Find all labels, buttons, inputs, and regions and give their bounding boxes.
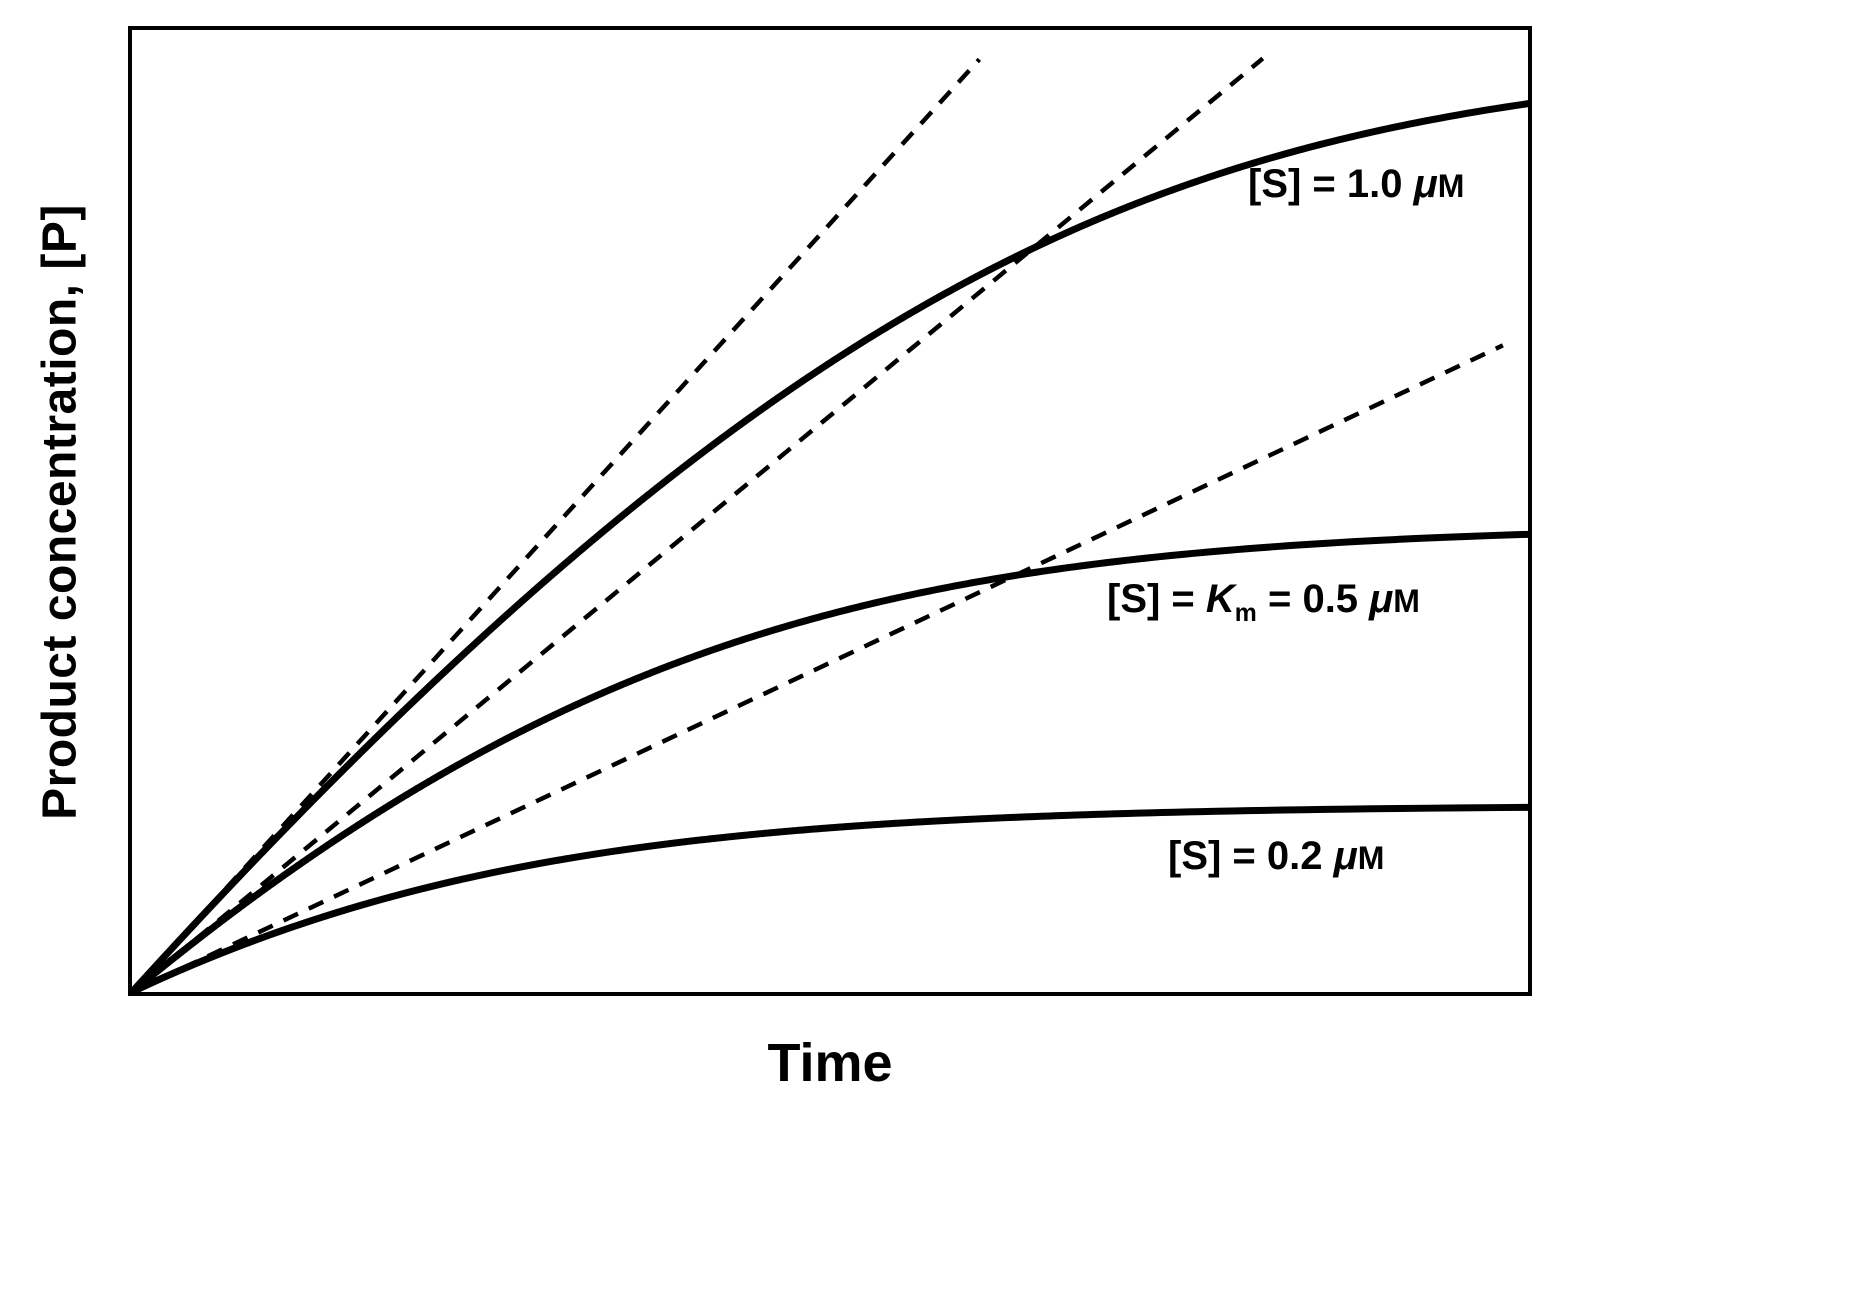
km-symbol: K bbox=[1205, 577, 1235, 621]
x-axis-label: Time bbox=[767, 1033, 893, 1093]
label-text: [S] = bbox=[1107, 577, 1206, 621]
mu-symbol: μ bbox=[1369, 577, 1394, 621]
initial-velocity-tangent bbox=[132, 56, 1265, 992]
unit-molar: M bbox=[1437, 168, 1465, 204]
label-text: = 0.5 bbox=[1256, 577, 1370, 621]
plot-svg bbox=[132, 56, 1528, 992]
mu-symbol: μ bbox=[1333, 834, 1358, 878]
progress-curve bbox=[132, 530, 1528, 992]
mu-symbol: μ bbox=[1413, 162, 1438, 206]
progress-curve bbox=[132, 100, 1528, 992]
curve-label-km-substrate: [S] = Km = 0.5 μM bbox=[1107, 577, 1420, 628]
unit-molar: M bbox=[1357, 840, 1385, 876]
plot-frame: [S] = 1.0 μM [S] = Km = 0.5 μM [S] = 0.2… bbox=[128, 26, 1532, 996]
progress-curve bbox=[132, 803, 1528, 992]
curve-label-high-substrate: [S] = 1.0 μM bbox=[1248, 162, 1464, 207]
label-text: [S] = 1.0 bbox=[1248, 162, 1414, 206]
initial-velocity-tangent bbox=[132, 343, 1504, 992]
curve-label-low-substrate: [S] = 0.2 μM bbox=[1168, 834, 1384, 879]
km-subscript: m bbox=[1234, 600, 1257, 627]
unit-molar: M bbox=[1393, 583, 1420, 619]
label-text: [S] = 0.2 bbox=[1168, 834, 1334, 878]
y-axis-label: Product concentration, [P] bbox=[33, 204, 87, 820]
